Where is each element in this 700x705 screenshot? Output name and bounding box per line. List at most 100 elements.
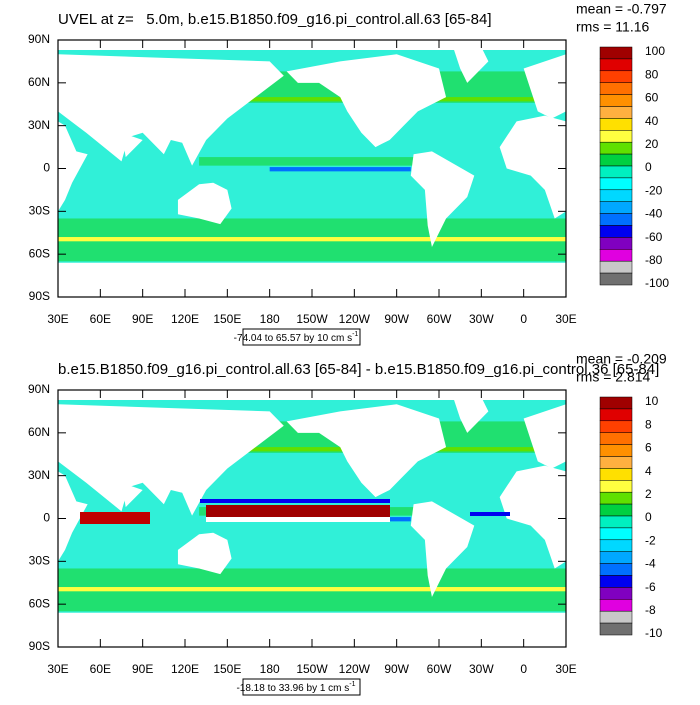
colorbar-box	[599, 70, 633, 83]
mean-label: mean = -0.797	[576, 1, 667, 17]
colorbar-label: 0	[645, 160, 652, 174]
colorbar-box	[599, 249, 633, 262]
colorbar-label: -4	[645, 557, 656, 571]
colorbar-box	[599, 201, 633, 214]
lon-label: 120E	[171, 312, 199, 326]
colorbar-label: -60	[645, 230, 663, 244]
colorbar-box	[599, 46, 633, 60]
colorbar-label: -100	[645, 276, 669, 290]
lon-label: 180	[260, 662, 280, 676]
colorbar-box	[599, 527, 633, 541]
panel-title: b.e15.B1850.f09_g16.pi_control.all.63 [6…	[58, 361, 659, 378]
colorbar-box	[599, 432, 633, 445]
lat-label: 90S	[29, 639, 50, 653]
colorbar-label: 100	[645, 44, 665, 58]
colorbar-box	[599, 420, 633, 433]
lon-label: 90W	[384, 662, 409, 676]
colorbar-box	[599, 396, 633, 410]
lon-label: 150W	[296, 662, 328, 676]
colorbar-box	[599, 456, 633, 469]
colorbar-box	[599, 106, 633, 119]
lon-label: 120W	[339, 662, 371, 676]
lon-label: 150E	[213, 312, 241, 326]
lon-label: 30E	[555, 662, 576, 676]
lat-label: 60N	[28, 75, 50, 89]
colorbar-label: 6	[645, 441, 652, 455]
colorbar-label: -20	[645, 183, 663, 197]
rms-label: rms = 2.814	[576, 369, 651, 385]
lon-label: 30W	[469, 662, 494, 676]
colorbar-label: -6	[645, 580, 656, 594]
colorbar-box	[599, 118, 633, 131]
colorbar-label: -2	[645, 533, 656, 547]
lon-label: 30E	[555, 312, 576, 326]
lon-label: 120W	[339, 312, 371, 326]
lat-label: 30S	[29, 204, 50, 218]
lon-label: 60W	[427, 312, 452, 326]
lat-label: 60N	[28, 425, 50, 439]
lon-label: 60E	[90, 312, 111, 326]
range-text: -18.18 to 33.96 by 1 cm s	[236, 683, 349, 694]
lat-label: 60S	[29, 596, 50, 610]
colorbar-box	[599, 225, 633, 238]
panel-title: UVEL at z= 5.0m, b.e15.B1850.f09_g16.pi_…	[58, 11, 491, 28]
range-text: -74.04 to 65.57 by 10 cm s	[234, 333, 352, 344]
range-box	[242, 678, 361, 696]
colorbar-box	[599, 165, 633, 179]
colorbar-box	[599, 587, 633, 600]
lat-label: 30S	[29, 554, 50, 568]
lon-label: 60W	[427, 662, 452, 676]
colorbar-box	[599, 58, 633, 72]
lon-label: 150E	[213, 662, 241, 676]
colorbar-label: 20	[645, 137, 659, 151]
colorbar-box	[599, 539, 633, 552]
rms-label: rms = 11.16	[576, 19, 649, 35]
colorbar-box	[599, 272, 633, 286]
colorbar-box	[599, 622, 633, 636]
colorbar-box	[599, 237, 633, 250]
mean-label: mean = -0.209	[576, 351, 667, 367]
colorbar-box	[599, 610, 633, 624]
lon-label: 150W	[296, 312, 328, 326]
colorbar-box	[599, 503, 633, 517]
colorbar-label: -10	[645, 626, 663, 640]
colorbar-box	[599, 153, 633, 167]
colorbar-label: 0	[645, 510, 652, 524]
map-field-2	[58, 390, 566, 647]
colorbar-box	[599, 599, 633, 612]
colorbar-box	[599, 563, 633, 576]
map-field-1	[58, 40, 566, 297]
lon-label: 60E	[90, 662, 111, 676]
colorbar-box	[599, 130, 633, 143]
lat-label: 0	[43, 161, 50, 175]
colorbar-box	[599, 551, 633, 564]
colorbar-label: 8	[645, 417, 652, 431]
range-exponent: -1	[352, 331, 358, 338]
colorbar-label: 4	[645, 464, 652, 478]
lon-label: 90W	[384, 312, 409, 326]
colorbar-box	[599, 515, 633, 529]
range-label: -74.04 to 65.57 by 10 cm s-1	[234, 331, 359, 344]
lat-label: 0	[43, 511, 50, 525]
lat-label: 30N	[28, 118, 50, 132]
colorbar-box	[599, 94, 633, 107]
lon-label: 30W	[469, 312, 494, 326]
lon-label: 180	[260, 312, 280, 326]
lon-label: 0	[520, 662, 527, 676]
colorbar-box	[599, 141, 633, 155]
lon-label: 120E	[171, 662, 199, 676]
colorbar-box	[599, 468, 633, 481]
colorbar-label: 80	[645, 67, 659, 81]
range-box	[242, 328, 361, 346]
colorbar-box	[599, 213, 633, 226]
colorbar-box	[599, 408, 633, 422]
lat-label: 90N	[28, 32, 50, 46]
colorbar-label: -8	[645, 603, 656, 617]
range-exponent: -1	[349, 681, 355, 688]
colorbar-box	[599, 575, 633, 588]
colorbar-box	[599, 491, 633, 505]
colorbar-box	[599, 480, 633, 493]
lat-label: 30N	[28, 468, 50, 482]
lon-label: 90E	[132, 312, 153, 326]
